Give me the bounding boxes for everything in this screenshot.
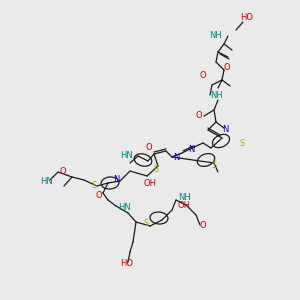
Text: S: S [144,220,149,229]
Text: O: O [195,110,202,119]
Text: O: O [224,64,231,73]
Text: O: O [96,190,103,200]
Text: S: S [153,166,158,175]
Text: OH: OH [143,178,156,188]
Text: HN: HN [120,151,133,160]
Text: S: S [92,181,97,190]
Text: O: O [200,70,207,80]
Text: N: N [173,152,179,161]
Text: NH: NH [209,32,222,40]
Text: HO: HO [120,259,133,268]
Text: N: N [222,125,228,134]
Text: O: O [59,167,66,176]
Text: O: O [199,221,206,230]
Text: NH: NH [178,193,191,202]
Text: S: S [240,139,245,148]
Text: NH: NH [210,92,223,100]
Text: HO: HO [240,13,253,22]
Text: N: N [188,146,194,154]
Text: O: O [145,143,152,152]
Text: OH: OH [178,200,191,209]
Text: N: N [113,176,119,184]
Text: HN: HN [118,203,131,212]
Text: HN: HN [40,178,53,187]
Text: S: S [212,161,217,170]
